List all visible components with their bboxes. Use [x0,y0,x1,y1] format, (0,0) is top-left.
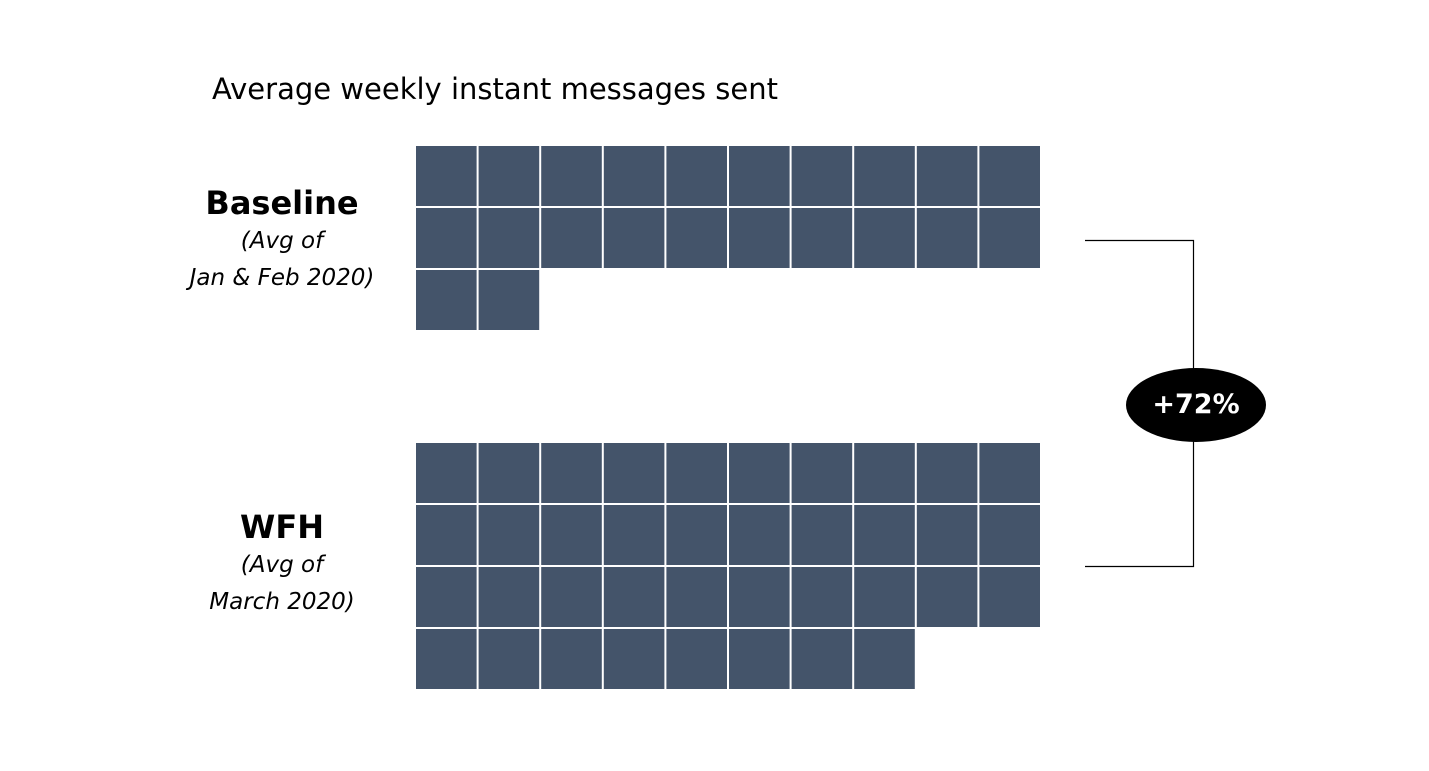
baseline-unit-square [666,146,727,206]
baseline-unit-square [729,208,790,268]
baseline-unit-square [541,208,602,268]
wfh-subtitle-2: March 2020) [209,589,355,615]
wfh-unit-square [791,505,853,565]
wfh-unit-square [416,505,477,565]
baseline-unit-square [666,208,727,268]
baseline-unit-square [603,146,665,206]
wfh-unit-square [791,443,853,503]
baseline-subtitle-2: Jan & Feb 2020) [189,265,375,291]
baseline-unit-square [916,208,978,268]
wfh-unit-square [603,443,665,503]
wfh-unit-square [416,567,477,627]
wfh-unit-square [916,443,978,503]
wfh-unit-square [729,505,790,565]
change-badge-text: +72% [1152,389,1240,420]
wfh-unit-square [729,567,790,627]
wfh-unit-square [791,567,853,627]
wfh-unit-square [916,567,978,627]
wfh-unit-square [854,629,915,689]
wfh-unit-square [854,567,915,627]
wfh-unit-square [541,505,602,565]
wfh-unit-square [416,629,477,689]
wfh-unit-square [666,443,727,503]
wfh-unit-square [854,443,915,503]
wfh-unit-square [541,629,602,689]
baseline-unit-square [979,208,1040,268]
wfh-name: WFH [240,508,324,546]
baseline-unit-square [416,146,477,206]
wfh-unit-square [478,567,540,627]
wfh-unit-square [478,505,540,565]
wfh-unit-square [478,443,540,503]
baseline-unit-square [791,146,853,206]
baseline-unit-square [478,270,540,330]
wfh-unit-square [979,567,1040,627]
wfh-unit-square [791,629,853,689]
wfh-unit-square [541,443,602,503]
wfh-unit-square [729,629,790,689]
baseline-name: Baseline [205,184,359,222]
baseline-unit-square [979,146,1040,206]
baseline-unit-square [478,146,540,206]
wfh-unit-square [416,443,477,503]
baseline-label: Baseline (Avg of Jan & Feb 2020) [132,183,432,297]
wfh-unit-square [979,443,1040,503]
baseline-subtitle-1: (Avg of [240,228,324,254]
baseline-unit-square [416,208,477,268]
baseline-unit-square [916,146,978,206]
wfh-unit-square [603,629,665,689]
wfh-unit-square [541,567,602,627]
wfh-subtitle-1: (Avg of [240,552,324,578]
baseline-unit-square [854,146,915,206]
wfh-unit-square [854,505,915,565]
wfh-unit-square [478,629,540,689]
baseline-unit-square [854,208,915,268]
wfh-unit-square [603,567,665,627]
chart-title: Average weekly instant messages sent [212,72,778,106]
baseline-unit-square [478,208,540,268]
wfh-unit-square [666,505,727,565]
baseline-unit-square [791,208,853,268]
baseline-unit-square [729,146,790,206]
baseline-unit-square [416,270,477,330]
wfh-unit-square [666,567,727,627]
wfh-unit-square [979,505,1040,565]
baseline-unit-square [603,208,665,268]
baseline-unit-square [541,146,602,206]
wfh-unit-square [666,629,727,689]
wfh-unit-square [916,505,978,565]
change-badge [1126,368,1266,442]
wfh-unit-square [603,505,665,565]
wfh-unit-square [729,443,790,503]
wfh-label: WFH (Avg of March 2020) [132,507,432,621]
